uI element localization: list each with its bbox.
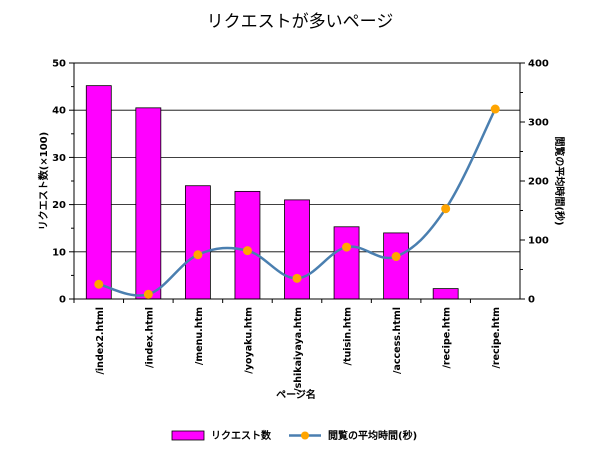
line-marker: [193, 250, 203, 260]
bar: [85, 85, 112, 300]
legend-label-bar: リクエスト数: [211, 429, 272, 442]
x-category-label: /recipe.htm: [442, 307, 453, 369]
y-tick-label: 50: [52, 59, 66, 70]
bar: [333, 226, 360, 300]
y2-axis-title: 閲覧の平均時間(秒): [553, 136, 566, 225]
line-marker: [441, 204, 451, 214]
y-axis-ticks: 0 10 20 30 40 50: [52, 59, 74, 306]
y-tick-label: 0: [59, 295, 66, 306]
bar: [135, 107, 162, 300]
line-marker: [242, 246, 252, 256]
y-tick-label: 40: [52, 106, 66, 117]
y-tick-label: 30: [52, 153, 66, 164]
line-marker: [342, 242, 352, 252]
x-category-label: /recipe.htm: [491, 307, 502, 369]
bar: [383, 232, 410, 300]
bar: [432, 288, 459, 300]
y2-axis-ticks: 0 100 200 300 400: [520, 59, 549, 306]
x-category-label: /yoyaku.htm: [243, 307, 254, 374]
y2-tick-label: 200: [528, 177, 549, 188]
x-axis-title: ページ名: [276, 388, 316, 401]
line-marker: [94, 279, 104, 289]
line-marker: [490, 104, 500, 114]
line-marker: [143, 289, 153, 299]
y2-tick-label: 0: [528, 295, 535, 306]
bar: [284, 199, 310, 300]
y-tick-label: 20: [52, 200, 66, 211]
line-marker: [391, 252, 401, 262]
bar: [234, 190, 261, 300]
x-category-label: /index.html: [144, 307, 155, 368]
x-category-label: /index2.html: [95, 307, 106, 375]
x-category-label: /access.html: [392, 307, 403, 374]
legend-label-line: 閲覧の平均時間(秒): [328, 429, 417, 442]
legend-swatch-bar: [171, 430, 205, 441]
x-category-label: /menu.htm: [194, 307, 205, 365]
bar-series: [85, 85, 459, 300]
y-tick-label: 10: [52, 247, 66, 258]
line-series: [94, 104, 500, 299]
y2-tick-label: 100: [528, 236, 549, 247]
x-axis-categories: /index2.html/index.html/menu.htm/yoyaku.…: [73, 299, 502, 392]
legend: リクエスト数 閲覧の平均時間(秒): [171, 429, 417, 442]
chart-title: リクエストが多いページ: [207, 12, 394, 32]
legend-swatch-marker: [301, 431, 309, 440]
y2-tick-label: 300: [528, 118, 549, 129]
y-axis-title: リクエスト数(×100): [37, 132, 50, 230]
y2-tick-label: 400: [528, 59, 549, 70]
bar: [184, 185, 211, 300]
x-category-label: /shikaiyaya.htm: [293, 307, 304, 392]
line-marker: [292, 273, 302, 283]
x-category-label: /tuisin.htm: [343, 307, 354, 366]
